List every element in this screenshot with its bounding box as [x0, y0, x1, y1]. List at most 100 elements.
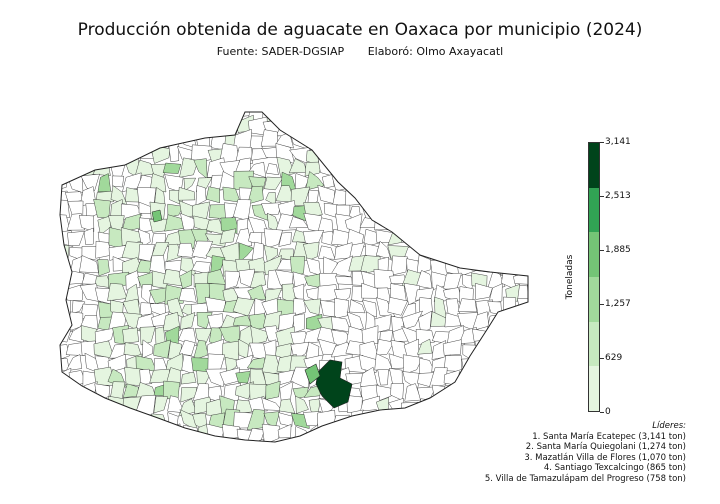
municipality — [317, 184, 336, 205]
municipality — [71, 144, 82, 164]
tick-4: 2,513 — [605, 191, 631, 201]
municipality — [503, 186, 521, 207]
municipality — [475, 174, 493, 191]
municipality — [261, 397, 283, 411]
municipality — [108, 441, 128, 442]
municipality — [518, 399, 528, 417]
municipality — [390, 383, 404, 401]
municipality — [373, 147, 392, 162]
municipality — [139, 368, 153, 385]
municipality — [97, 173, 112, 192]
municipality — [416, 398, 434, 415]
municipality — [79, 117, 99, 135]
municipality — [416, 254, 432, 275]
municipality — [94, 327, 115, 347]
municipality — [390, 146, 408, 166]
municipality — [123, 112, 137, 121]
source-label: Fuente: SADER-DGSIAP — [216, 45, 345, 58]
municipality — [462, 381, 475, 402]
municipality — [153, 339, 171, 359]
municipality — [458, 441, 478, 442]
municipality — [317, 429, 336, 442]
municipality — [402, 159, 420, 178]
municipality — [178, 288, 197, 303]
municipality — [349, 299, 366, 314]
municipality — [333, 441, 353, 442]
municipality — [473, 185, 492, 206]
municipality-layer — [60, 112, 547, 442]
municipality — [81, 398, 98, 416]
municipality — [477, 381, 493, 402]
municipality — [183, 177, 197, 192]
municipality — [487, 175, 505, 191]
leader-item-1: 1. Santa María Ecatepec (3,141 ton) — [532, 431, 686, 442]
municipality — [278, 231, 292, 247]
municipality — [434, 120, 448, 134]
municipality — [527, 214, 528, 232]
municipality — [107, 283, 128, 302]
municipality — [376, 240, 392, 260]
municipality — [180, 312, 196, 330]
municipality — [349, 115, 362, 135]
municipality — [64, 130, 84, 150]
municipality — [401, 226, 423, 243]
municipality — [499, 175, 521, 192]
municipality — [405, 119, 423, 132]
municipality — [345, 424, 368, 442]
municipality — [322, 438, 339, 442]
municipality — [359, 112, 381, 121]
municipality — [80, 173, 100, 191]
municipality — [178, 339, 196, 356]
municipality — [489, 199, 504, 221]
municipality — [486, 313, 507, 333]
municipality — [150, 145, 171, 164]
municipality — [387, 412, 410, 432]
municipality — [180, 371, 197, 385]
municipality — [233, 199, 252, 221]
municipality — [415, 414, 432, 431]
municipality — [431, 422, 451, 442]
municipality — [361, 158, 378, 178]
municipality — [361, 440, 378, 442]
municipality — [150, 163, 169, 178]
municipality — [447, 145, 466, 164]
municipality — [60, 112, 72, 122]
municipality — [418, 310, 433, 333]
tick-2: 1,257 — [605, 299, 631, 309]
municipality — [375, 134, 394, 152]
leader-municipality-2 — [304, 363, 321, 385]
municipality — [153, 395, 169, 414]
municipality — [142, 339, 154, 359]
municipality — [344, 112, 366, 121]
municipality — [514, 214, 528, 232]
municipality — [386, 134, 405, 148]
municipality — [403, 441, 424, 442]
municipality — [514, 226, 528, 246]
municipality — [82, 411, 99, 429]
municipality — [84, 112, 101, 121]
municipality — [205, 186, 220, 204]
municipality — [166, 243, 183, 262]
municipality — [334, 422, 352, 441]
municipality — [486, 128, 505, 147]
municipality — [127, 115, 143, 136]
municipality — [206, 441, 228, 442]
municipality — [235, 381, 255, 400]
municipality — [363, 187, 377, 207]
municipality — [177, 242, 195, 258]
municipality — [404, 129, 420, 145]
municipality — [112, 132, 125, 148]
municipality — [69, 112, 85, 121]
municipality — [475, 283, 493, 300]
municipality — [393, 161, 408, 176]
municipality — [431, 129, 445, 149]
municipality — [512, 158, 528, 175]
municipality — [472, 328, 490, 346]
municipality — [527, 329, 528, 345]
municipality — [531, 241, 547, 263]
municipality — [138, 130, 153, 149]
municipality — [515, 339, 528, 361]
municipality — [415, 287, 435, 301]
municipality — [430, 201, 447, 217]
municipality — [518, 369, 528, 390]
